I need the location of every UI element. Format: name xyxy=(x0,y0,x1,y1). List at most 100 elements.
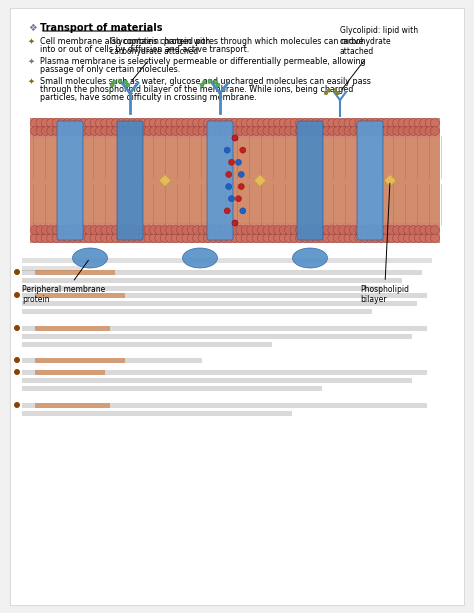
Bar xyxy=(30,118,440,243)
Circle shape xyxy=(360,234,369,243)
Circle shape xyxy=(295,226,304,235)
Circle shape xyxy=(128,118,137,128)
Circle shape xyxy=(301,226,310,235)
Ellipse shape xyxy=(73,248,108,268)
Circle shape xyxy=(95,226,104,235)
Circle shape xyxy=(230,126,239,135)
Circle shape xyxy=(30,234,39,243)
Circle shape xyxy=(279,226,288,235)
Text: into or out of cells by diffusion and active transport.: into or out of cells by diffusion and ac… xyxy=(40,45,249,54)
Circle shape xyxy=(306,226,315,235)
Circle shape xyxy=(14,325,20,331)
Circle shape xyxy=(284,226,293,235)
Circle shape xyxy=(84,234,93,243)
Bar xyxy=(22,378,412,383)
Circle shape xyxy=(110,83,114,87)
Circle shape xyxy=(128,234,137,243)
Circle shape xyxy=(290,126,299,135)
Bar xyxy=(22,403,427,408)
Circle shape xyxy=(203,126,212,135)
Circle shape xyxy=(176,126,185,135)
Circle shape xyxy=(279,126,288,135)
Circle shape xyxy=(90,234,99,243)
Circle shape xyxy=(344,234,353,243)
Circle shape xyxy=(232,135,238,141)
Circle shape xyxy=(57,118,66,128)
Circle shape xyxy=(228,159,235,166)
Circle shape xyxy=(138,234,147,243)
Circle shape xyxy=(149,118,158,128)
Circle shape xyxy=(47,234,56,243)
Circle shape xyxy=(425,126,434,135)
Circle shape xyxy=(209,226,218,235)
Circle shape xyxy=(95,234,104,243)
Circle shape xyxy=(14,369,20,375)
Circle shape xyxy=(425,118,434,128)
Bar xyxy=(22,278,402,283)
Circle shape xyxy=(236,234,245,243)
Circle shape xyxy=(236,118,245,128)
Circle shape xyxy=(182,118,191,128)
Circle shape xyxy=(232,220,238,226)
Circle shape xyxy=(333,126,342,135)
Circle shape xyxy=(403,226,412,235)
Circle shape xyxy=(203,118,212,128)
Ellipse shape xyxy=(182,248,218,268)
Circle shape xyxy=(317,118,326,128)
Circle shape xyxy=(268,234,277,243)
FancyBboxPatch shape xyxy=(57,121,83,240)
Circle shape xyxy=(14,269,20,275)
Circle shape xyxy=(382,226,391,235)
Circle shape xyxy=(171,234,180,243)
Text: Phospholipid
bilayer: Phospholipid bilayer xyxy=(360,183,409,305)
Circle shape xyxy=(106,226,115,235)
Bar xyxy=(22,286,382,291)
Circle shape xyxy=(301,118,310,128)
Circle shape xyxy=(57,234,66,243)
Circle shape xyxy=(398,234,407,243)
Circle shape xyxy=(409,234,418,243)
Circle shape xyxy=(274,118,283,128)
Circle shape xyxy=(230,234,239,243)
Circle shape xyxy=(176,226,185,235)
Bar xyxy=(22,386,322,391)
Circle shape xyxy=(202,80,206,84)
Circle shape xyxy=(360,118,369,128)
Circle shape xyxy=(409,126,418,135)
Circle shape xyxy=(279,118,288,128)
Circle shape xyxy=(122,226,131,235)
Circle shape xyxy=(171,126,180,135)
Circle shape xyxy=(355,234,364,243)
Circle shape xyxy=(230,226,239,235)
Circle shape xyxy=(149,126,158,135)
Bar xyxy=(22,358,202,363)
Circle shape xyxy=(257,118,266,128)
Circle shape xyxy=(74,126,83,135)
Circle shape xyxy=(403,118,412,128)
Circle shape xyxy=(214,118,223,128)
Circle shape xyxy=(182,226,191,235)
Circle shape xyxy=(317,234,326,243)
Circle shape xyxy=(36,234,45,243)
Circle shape xyxy=(344,126,353,135)
Circle shape xyxy=(171,226,180,235)
Circle shape xyxy=(133,118,142,128)
Circle shape xyxy=(165,234,174,243)
Circle shape xyxy=(306,234,315,243)
Circle shape xyxy=(295,234,304,243)
Circle shape xyxy=(74,118,83,128)
Circle shape xyxy=(284,118,293,128)
Circle shape xyxy=(219,226,228,235)
Circle shape xyxy=(290,118,299,128)
Circle shape xyxy=(301,234,310,243)
Circle shape xyxy=(160,126,169,135)
Circle shape xyxy=(138,226,147,235)
Circle shape xyxy=(382,126,391,135)
Circle shape xyxy=(41,234,50,243)
Circle shape xyxy=(128,126,137,135)
Circle shape xyxy=(232,220,238,226)
Circle shape xyxy=(241,234,250,243)
Circle shape xyxy=(225,126,234,135)
Circle shape xyxy=(430,126,439,135)
Circle shape xyxy=(240,147,246,153)
